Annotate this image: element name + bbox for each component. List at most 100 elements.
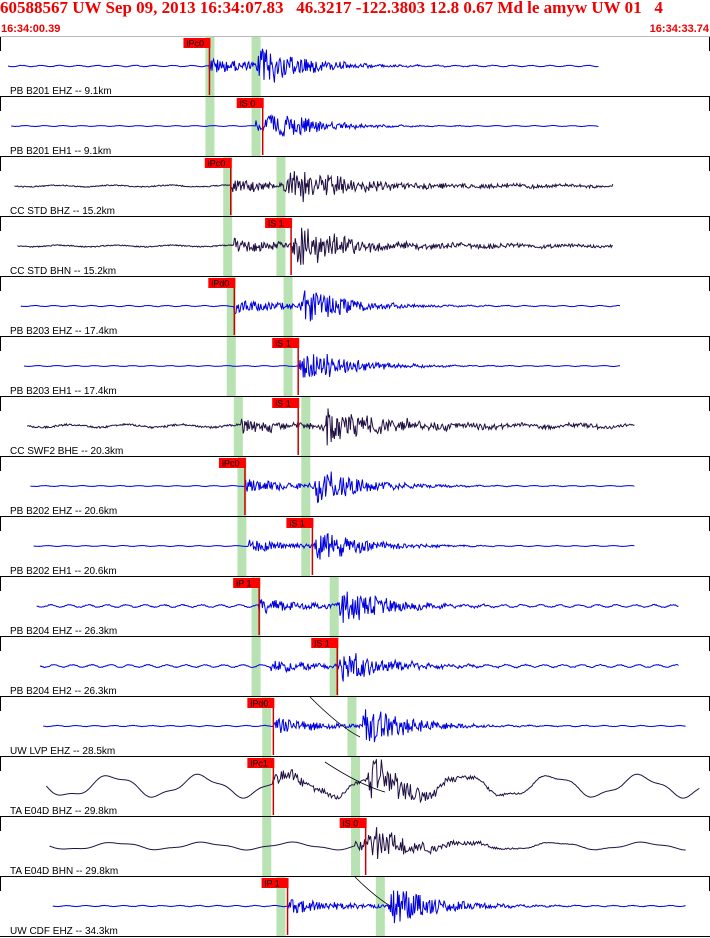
- pick-label-box[interactable]: [247, 758, 275, 768]
- pick-label: iPc1: [250, 759, 268, 769]
- s-window-band: [301, 517, 311, 577]
- pick-label-box[interactable]: [286, 518, 314, 528]
- pick-label: iPd0: [211, 279, 229, 289]
- pick-label: iP 1: [236, 579, 251, 589]
- pick-label-box[interactable]: [233, 578, 261, 588]
- p-window-band: [205, 97, 215, 157]
- pick-label-box[interactable]: [218, 458, 246, 468]
- p-window-band: [262, 697, 272, 757]
- p-window-band: [251, 577, 261, 637]
- pick-label-box[interactable]: [208, 278, 236, 288]
- waveform: [14, 171, 614, 203]
- s-window-band: [283, 337, 293, 397]
- trace-row[interactable]: iS 1 PB B203 EH1 -- 17.4km: [0, 337, 710, 397]
- pick-label: iS 1: [275, 399, 291, 409]
- waveform: [11, 114, 599, 137]
- s-window-band: [276, 217, 286, 277]
- channel-label: PB B203 EHZ -- 17.4km: [10, 326, 117, 337]
- waveform: [33, 533, 635, 560]
- channel-label: TA E04D BHZ -- 29.8km: [10, 806, 117, 817]
- trace-row[interactable]: iPd0 UW LVP EHZ -- 28.5km: [0, 697, 710, 757]
- p-window-band: [262, 817, 272, 877]
- channel-label: PB B204 EHZ -- 26.3km: [10, 626, 117, 637]
- pick-label: iPc0: [222, 459, 240, 469]
- channel-label: UW CDF EHZ -- 34.3km: [10, 926, 118, 937]
- pick-label: iPc0: [208, 159, 226, 169]
- trace-row[interactable]: iS 0 TA E04D BHN -- 29.8km: [0, 817, 710, 877]
- channel-label: PB B202 EH1 -- 20.6km: [10, 566, 117, 577]
- pick-label: iP 1: [265, 879, 280, 889]
- trace-row[interactable]: iS 0 PB B201 EH1 -- 9.1km: [0, 97, 710, 157]
- pick-label-box[interactable]: [265, 218, 293, 228]
- p-window-band: [276, 877, 286, 937]
- trace-row[interactable]: iS 1 CC SWF2 BHE -- 20.3km: [0, 397, 710, 457]
- channel-label: CC SWF2 BHE -- 20.3km: [10, 446, 123, 457]
- trace-row[interactable]: iS 1 PB B202 EH1 -- 20.6km: [0, 517, 710, 577]
- trace-row[interactable]: iP 1 UW CDF EHZ -- 34.3km: [0, 877, 710, 937]
- pick-label-box[interactable]: [204, 158, 232, 168]
- trace-row[interactable]: iPc0 PB B201 EHZ -- 9.1km: [0, 37, 710, 97]
- waveform: [23, 353, 621, 378]
- s-window-band: [251, 97, 261, 157]
- seismogram-panel[interactable]: iPc0 PB B201 EHZ -- 9.1km iS 0 PB B201 EH1 …: [0, 37, 710, 938]
- p-window-band: [223, 217, 233, 277]
- pick-label: iPd0: [250, 699, 268, 709]
- trace-row[interactable]: iS 1 PB B204 EH2 -- 26.3km: [0, 637, 710, 697]
- channel-label: TA E04D BHN -- 29.8km: [10, 866, 118, 877]
- p-window-band: [237, 457, 247, 517]
- pick-label: iS 1: [289, 519, 305, 529]
- waveform: [30, 471, 635, 504]
- trace-row[interactable]: iPc1 TA E04D BHZ -- 29.8km: [0, 757, 710, 817]
- pick-label-box[interactable]: [236, 98, 264, 108]
- pick-label: iS 0: [240, 99, 256, 109]
- s-window-band: [351, 757, 360, 817]
- p-window-band: [226, 337, 236, 397]
- waveform: [46, 759, 700, 804]
- window-end-time: 16:34:33.74: [649, 23, 709, 35]
- waveform: [39, 653, 679, 682]
- trace-row[interactable]: iPd0 PB B203 EHZ -- 17.4km: [0, 277, 710, 337]
- channel-label: PB B204 EH2 -- 26.3km: [10, 686, 117, 697]
- waveform: [52, 890, 686, 924]
- trace-row[interactable]: iP 1 PB B204 EHZ -- 26.3km: [0, 577, 710, 637]
- travel-time-curve: [309, 696, 393, 908]
- s-window-band: [351, 817, 360, 877]
- trace-row[interactable]: iPc0 PB B202 EHZ -- 20.6km: [0, 457, 710, 517]
- pick-label-box[interactable]: [272, 338, 300, 348]
- trace-row[interactable]: iPc0 CC STD BHZ -- 15.2km: [0, 157, 710, 217]
- event-title: 60588567 UW Sep 09, 2013 16:34:07.83 46.…: [0, 0, 663, 17]
- s-window-band: [329, 637, 339, 697]
- window-start-time: 16:34:00.39: [1, 23, 61, 35]
- pick-label-box[interactable]: [183, 38, 211, 48]
- channel-label: PB B203 EH1 -- 17.4km: [10, 386, 117, 397]
- pick-label-box[interactable]: [272, 398, 300, 408]
- waveform: [8, 48, 599, 83]
- channel-label: PB B202 EHZ -- 20.6km: [10, 506, 117, 517]
- pick-label-box[interactable]: [261, 878, 289, 888]
- p-window-band: [226, 277, 236, 337]
- p-window-band: [262, 757, 272, 817]
- pick-label: iS 0: [343, 819, 359, 829]
- waveform: [36, 591, 679, 623]
- channel-label: PB B201 EH1 -- 9.1km: [10, 146, 111, 157]
- trace-row[interactable]: iS 1 CC STD BHN -- 15.2km: [0, 217, 710, 277]
- s-window-band: [347, 697, 357, 757]
- pick-label-box[interactable]: [247, 698, 275, 708]
- waveform: [49, 827, 686, 860]
- p-window-band: [237, 517, 247, 577]
- s-window-band: [329, 577, 339, 637]
- pick-label: iS 1: [275, 339, 291, 349]
- pick-label-box[interactable]: [311, 638, 339, 648]
- waveform: [20, 290, 620, 322]
- event-header: 60588567 UW Sep 09, 2013 16:34:07.83 46.…: [0, 0, 710, 37]
- pick-label-box[interactable]: [339, 818, 367, 828]
- pick-label: iPc0: [186, 39, 204, 49]
- s-window-band: [276, 157, 286, 217]
- waveform: [17, 227, 614, 265]
- channel-label: CC STD BHZ -- 15.2km: [10, 206, 115, 217]
- p-window-band: [233, 397, 243, 457]
- channel-label: PB B201 EHZ -- 9.1km: [10, 86, 112, 97]
- pick-label: iS 1: [268, 219, 284, 229]
- waveform: [43, 709, 686, 743]
- pick-label: iS 1: [314, 639, 330, 649]
